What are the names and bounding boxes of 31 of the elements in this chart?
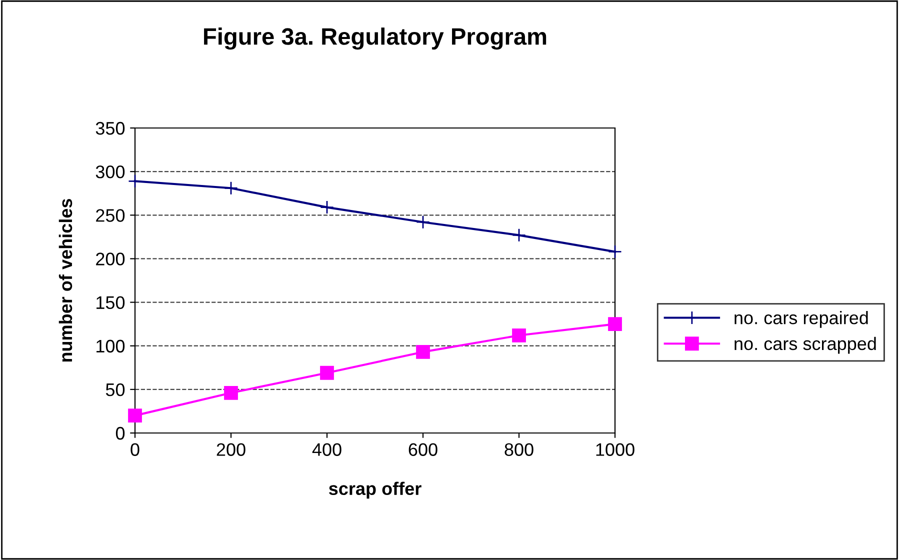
y-axis-title: number of vehicles [58,198,72,362]
x-tick-label: 800 [504,443,534,456]
point [512,328,526,342]
point [320,200,334,214]
point [224,386,238,400]
y-tick-label: 0 [116,426,125,440]
x-tick-label: 600 [408,443,438,456]
x-tick-label: 1000 [596,443,634,456]
x-tick-label: 400 [312,443,342,456]
point [512,228,526,242]
point [416,345,430,359]
legend-label: no. cars repaired [734,311,868,328]
y-tick-label: 250 [96,209,125,222]
chart-title: Figure 3a. Regulatory Program [204,28,546,50]
y-tick-label: 150 [96,296,125,310]
y-tick-label: 50 [106,383,125,396]
point [128,408,142,423]
point [608,317,622,332]
point [128,174,142,188]
x-tick-label: 0 [130,443,140,456]
point [416,215,430,230]
y-tick-label: 300 [96,166,125,178]
point [224,181,238,196]
x-tick-label: 200 [216,443,246,456]
point [320,366,334,380]
y-tick-label: 350 [96,122,125,135]
point [608,244,622,259]
x-axis-title: scrap offer [328,482,422,499]
y-tick-label: 200 [96,252,125,266]
legend-label: no. cars scrapped [734,336,876,354]
y-tick-label: 100 [96,340,125,353]
